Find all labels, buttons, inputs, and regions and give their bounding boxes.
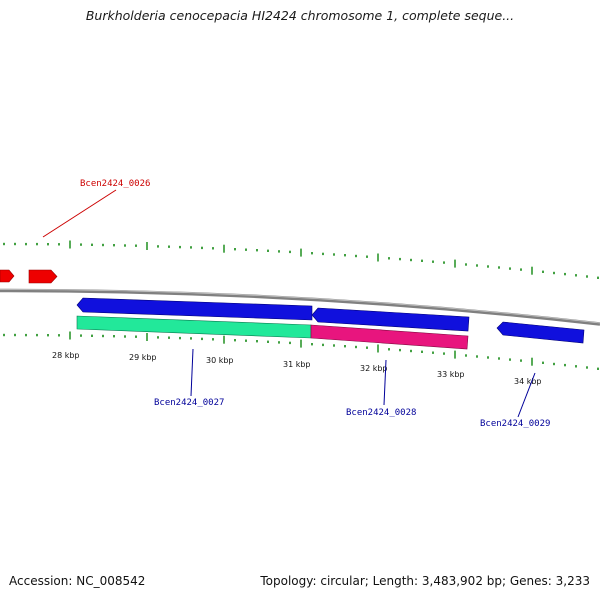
scale-labels: 28 kbp 29 kbp 30 kbp 31 kbp 32 kbp 33 kb… <box>52 351 542 386</box>
forward-gene-arrow[interactable] <box>0 269 15 283</box>
reverse-gene-arrow-0027[interactable] <box>76 297 313 321</box>
chromosome-backbone <box>0 288 600 326</box>
sequence-summary: Topology: circular; Length: 3,483,902 bp… <box>260 574 590 588</box>
gene-label-leader-0029 <box>517 372 536 418</box>
gene-label[interactable]: Bcen2424_0027 <box>154 398 224 408</box>
scale-tick-label: 32 kbp <box>360 364 388 373</box>
page-title: Burkholderia cenocepacia HI2424 chromoso… <box>85 8 515 23</box>
scale-tick-label: 33 kbp <box>437 370 465 379</box>
gene-label-leader-0027 <box>190 348 194 397</box>
gene-label-leader-0028 <box>383 359 387 406</box>
tick-row-outer <box>3 240 599 279</box>
scale-tick-label: 30 kbp <box>206 356 234 365</box>
gene-label[interactable]: Bcen2424_0028 <box>346 408 416 418</box>
orf-bar-green[interactable] <box>76 315 312 339</box>
gene-label-leader-0026 <box>42 189 117 238</box>
forward-gene-arrow[interactable] <box>28 269 58 284</box>
tick-row-inner <box>3 331 599 370</box>
scale-tick-label: 34 kbp <box>514 377 542 386</box>
gene-label[interactable]: Bcen2424_0029 <box>480 419 550 429</box>
orf-bar-pink[interactable] <box>310 324 469 350</box>
accession-label: Accession: NC_008542 <box>9 574 146 588</box>
scale-tick-label: 28 kbp <box>52 351 80 360</box>
reverse-gene-arrow-0028[interactable] <box>311 307 470 332</box>
reverse-gene-arrow-0029[interactable] <box>496 321 585 344</box>
chromosome-backbone-highlight <box>0 289 600 324</box>
gene-label[interactable]: Bcen2424_0026 <box>80 179 150 189</box>
scale-tick-label: 29 kbp <box>129 353 157 362</box>
scale-tick-label: 31 kbp <box>283 360 311 369</box>
